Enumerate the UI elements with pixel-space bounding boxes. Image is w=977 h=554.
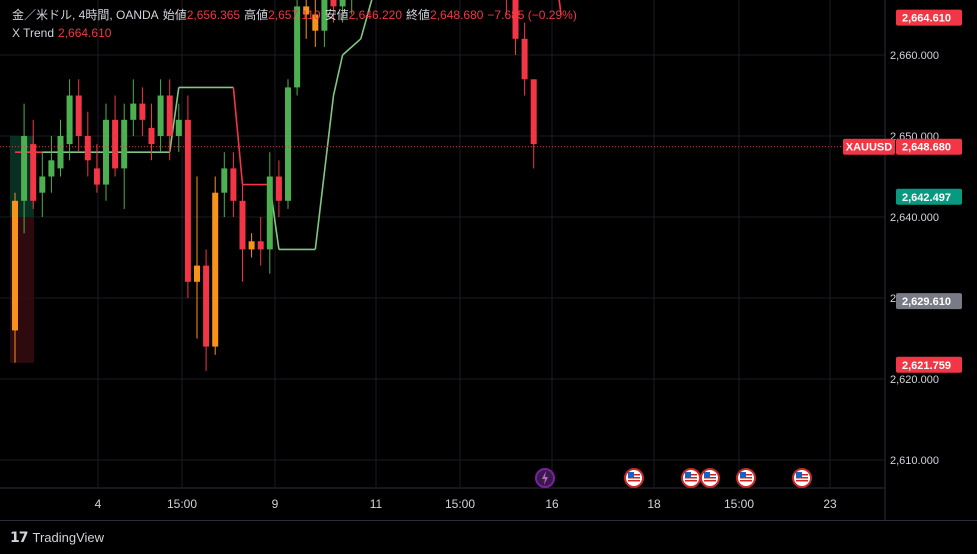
trend-segment	[168, 87, 180, 153]
candle-body	[257, 241, 264, 250]
candle-body	[21, 136, 28, 201]
legend-high: 2,657.110	[268, 8, 321, 22]
candle-body	[93, 168, 100, 185]
candle-body	[303, 6, 310, 15]
candle-body	[294, 6, 301, 88]
legend-row-ohlc: 金／米ドル, 4時間, OANDA 始値2,656.365 高値2,657.110 安…	[12, 6, 581, 24]
candle-body	[230, 168, 237, 201]
trend-segment	[342, 38, 362, 56]
candle-body	[75, 95, 82, 136]
x-tick-label: 15:00	[167, 497, 197, 511]
candle-body	[48, 160, 55, 177]
candle-body	[184, 119, 191, 282]
candle-body	[239, 200, 246, 250]
trend-segment	[558, 0, 562, 15]
candle-body	[130, 103, 137, 120]
candle-body	[57, 136, 64, 169]
price-tag-bg	[896, 9, 962, 26]
indicator-name[interactable]: X Trend	[12, 26, 55, 40]
tradingview-logo[interactable]: 𝟭𝟳 TradingView	[10, 529, 104, 546]
candle-body	[330, 0, 337, 7]
candle-body	[285, 87, 291, 201]
price-tag-label: 2,629.610	[902, 296, 951, 308]
candle-body	[194, 265, 200, 282]
symbol-tag-label: XAUUSD	[846, 142, 893, 154]
us-flag-event-icon[interactable]	[681, 468, 701, 488]
candle-body	[248, 241, 255, 250]
y-tick-label: 2,610.000	[890, 455, 939, 467]
legend-symbol[interactable]: 金／米ドル, 4時間, OANDA	[12, 8, 159, 22]
symbol-tag-bg	[843, 138, 895, 155]
x-tick-label: 9	[272, 497, 279, 511]
candle-body	[175, 119, 182, 136]
candle-body	[512, 0, 519, 39]
y-tick-label: 2,640.000	[890, 212, 939, 224]
tradingview-icon: 𝟭𝟳	[10, 529, 29, 545]
candle-body	[12, 200, 18, 331]
candle-body	[121, 119, 128, 169]
us-flag-event-icon[interactable]	[624, 468, 644, 488]
legend-change: −7.685 (−0.29%)	[487, 8, 577, 22]
candle-body	[312, 14, 319, 31]
legend-low-label: 安値	[324, 8, 349, 22]
candle-body	[103, 119, 109, 185]
x-tick-label: 16	[545, 497, 559, 511]
candle-body	[84, 136, 91, 161]
brand-name: TradingView	[32, 530, 105, 545]
legend-open: 2,656.365	[186, 8, 241, 22]
legend-low: 2,646.220	[348, 8, 403, 22]
trend-segment	[360, 0, 373, 40]
candle-body	[521, 38, 528, 80]
footer-bar: 𝟭𝟳 TradingView	[0, 520, 977, 554]
trend-segment	[314, 95, 335, 250]
us-flag-event-icon[interactable]	[792, 468, 812, 488]
x-tick-label: 15:00	[724, 497, 754, 511]
y-tick-label: 2,660.000	[890, 50, 939, 62]
price-tag-bg	[896, 356, 962, 373]
candle-body	[30, 144, 37, 201]
candle-body	[266, 176, 273, 250]
candle-body	[339, 0, 346, 7]
candle-body	[66, 95, 73, 145]
candle-body	[321, 0, 328, 31]
y-tick-label: 2,620.000	[890, 374, 939, 386]
x-tick-label: 23	[823, 497, 837, 511]
candle-body	[148, 127, 155, 145]
price-tag-label: 2,664.610	[902, 13, 951, 25]
chart-legend: 金／米ドル, 4時間, OANDA 始値2,656.365 高値2,657.110 安…	[12, 6, 581, 42]
us-flag-event-icon[interactable]	[700, 468, 720, 488]
x-tick-label: 4	[95, 497, 102, 511]
trend-segment	[232, 87, 244, 185]
candle-body	[212, 192, 219, 347]
price-chart[interactable]: 2,610.0002,620.0002,630.0002,640.0002,65…	[0, 0, 977, 520]
price-tag-label: 2,642.497	[902, 192, 951, 204]
legend-open-label: 始値	[162, 8, 187, 22]
price-tag-label: 2,621.759	[902, 360, 951, 372]
us-flag-event-icon[interactable]	[736, 468, 756, 488]
legend-close: 2,648.680	[430, 8, 484, 22]
candle-body	[275, 176, 282, 201]
legend-close-label: 終値	[406, 8, 431, 22]
x-tick-label: 15:00	[445, 497, 475, 511]
candle-body	[157, 95, 164, 136]
x-tick-label: 18	[647, 497, 661, 511]
candle-body	[139, 103, 146, 120]
indicator-value: 2,664.610	[58, 26, 112, 40]
legend-high-label: 高値	[244, 8, 269, 22]
candle-body	[166, 95, 173, 136]
trend-segment	[332, 54, 344, 96]
price-tag-label: 2,648.680	[902, 142, 951, 154]
candle-body	[530, 79, 537, 145]
lightning-event-icon[interactable]	[535, 468, 555, 488]
legend-row-indicator: X Trend 2,664.610	[12, 24, 581, 42]
price-tag-bg	[896, 138, 962, 155]
candle-body	[39, 176, 46, 193]
price-tag-bg	[896, 293, 962, 310]
candle-body	[203, 265, 210, 347]
x-tick-label: 11	[370, 497, 383, 511]
candle-body	[221, 168, 228, 193]
candle-body	[112, 119, 119, 169]
price-tag-bg	[896, 188, 962, 205]
